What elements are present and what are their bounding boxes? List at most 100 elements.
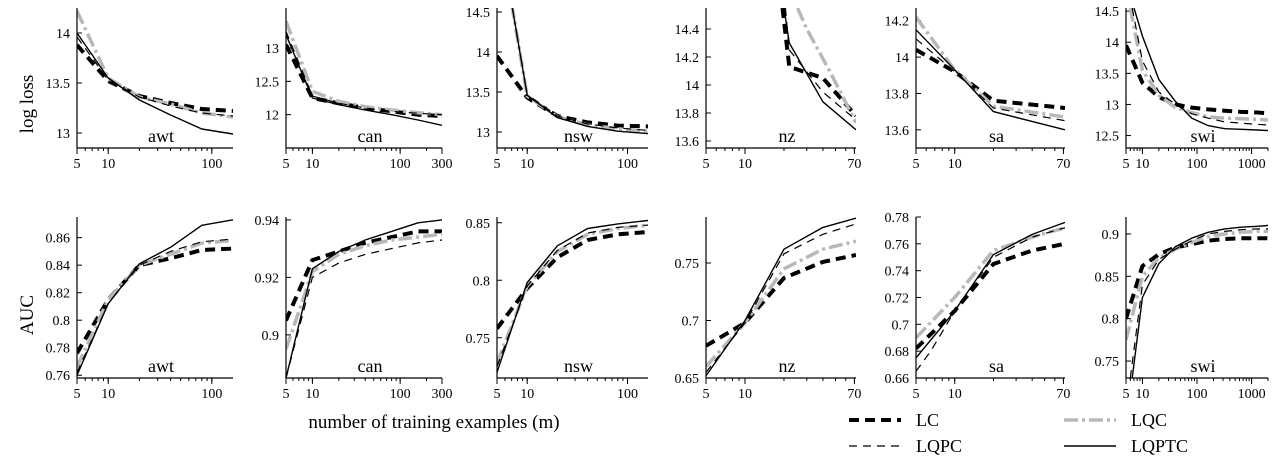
legend-label: LQPC <box>916 436 962 456</box>
panel-awt-logloss: 5 10 100 13 13.5 14 awt <box>46 8 233 172</box>
x-tick-label: 10 <box>1135 387 1149 402</box>
x-tick-label: 300 <box>432 387 453 402</box>
y-tick-label: 0.66 <box>885 372 910 387</box>
series-line-lqptc <box>77 219 233 376</box>
x-tick-label: 10 <box>948 157 962 172</box>
y-tick-label: 14 <box>1105 36 1119 51</box>
y-tick-label: 13 <box>1105 98 1119 113</box>
panel-swi-auc: 5 10 100 1000 0.75 0.8 0.85 0.9 swi <box>1095 217 1269 402</box>
panel-label: swi <box>1190 356 1215 376</box>
series-line-lqc <box>286 20 442 117</box>
y-tick-label: 0.7 <box>682 315 700 330</box>
x-tick-label: 5 <box>74 387 81 402</box>
y-tick-label: 13.5 <box>466 86 491 101</box>
y-tick-label: 0.74 <box>885 265 910 280</box>
series-line-lqpc <box>286 31 442 116</box>
legend-label: LQPTC <box>1131 436 1188 456</box>
y-tick-label: 14 <box>56 27 70 42</box>
y-tick-label: 14.5 <box>1095 5 1120 20</box>
series-line-lc <box>77 246 233 355</box>
x-tick-label: 10 <box>305 157 319 172</box>
legend-label: LC <box>916 410 939 430</box>
x-tick-label: 100 <box>617 157 638 172</box>
row-label-auc: AUC <box>17 295 38 335</box>
panel-nsw-logloss: 5 10 100 13 13.5 14 14.5 nsw <box>466 6 648 172</box>
y-tick-label: 13.6 <box>675 135 700 150</box>
y-tick-label: 13.8 <box>675 107 700 122</box>
x-tick-label: 10 <box>1135 157 1149 172</box>
y-tick-label: 14 <box>476 46 490 61</box>
x-tick-label: 100 <box>201 387 222 402</box>
series-line-lc <box>780 8 856 118</box>
y-tick-label: 0.9 <box>1102 228 1120 243</box>
legend: LC LQC LQPC LQPTC <box>849 410 1188 456</box>
x-tick-label: 70 <box>1056 387 1070 402</box>
x-tick-label: 5 <box>913 157 920 172</box>
legend-label: LQC <box>1131 410 1167 430</box>
series-line-lc <box>1126 236 1268 320</box>
y-tick-label: 0.85 <box>1095 270 1120 285</box>
series-line-lqptc <box>706 217 856 377</box>
series-line-lqpc <box>916 227 1065 372</box>
series-line-lqpc <box>1129 228 1268 378</box>
series-line-lqptc <box>286 34 442 126</box>
y-tick-label: 0.82 <box>46 287 71 302</box>
y-tick-label: 14.5 <box>466 6 491 21</box>
series-line-lqc <box>286 232 442 350</box>
panel-label: nsw <box>564 126 593 146</box>
x-tick-label: 100 <box>617 387 638 402</box>
y-tick-label: 0.76 <box>885 238 910 253</box>
x-tick-label: 100 <box>1187 387 1208 402</box>
x-tick-label: 100 <box>201 157 222 172</box>
x-tick-label: 300 <box>432 157 453 172</box>
row-label-log-loss: log loss <box>17 75 38 134</box>
series-line-lqptc <box>511 8 648 135</box>
series-line-lqptc <box>1133 8 1268 132</box>
y-tick-label: 0.75 <box>675 257 700 272</box>
y-tick-label: 0.7 <box>892 318 910 333</box>
series-line-lc <box>706 253 856 348</box>
series-line-lqpc <box>286 239 442 378</box>
y-tick-label: 13 <box>476 126 490 141</box>
panel-label: nsw <box>564 356 593 376</box>
series-line-lc <box>916 241 1065 350</box>
panel-label: can <box>358 126 383 146</box>
series-line-lqptc <box>916 221 1065 359</box>
panel-label: nz <box>779 356 796 376</box>
y-tick-label: 0.84 <box>46 259 71 274</box>
x-tick-label: 1000 <box>1238 387 1266 402</box>
series-line-lqc <box>510 8 648 133</box>
panel-nsw-auc: 5 10 100 0.75 0.8 0.85 nsw <box>466 217 648 402</box>
x-tick-label: 10 <box>738 157 752 172</box>
y-tick-label: 0.76 <box>46 369 71 384</box>
series-line-lqptc <box>286 219 442 378</box>
x-tick-label: 5 <box>703 157 710 172</box>
x-tick-label: 100 <box>1187 157 1208 172</box>
panel-sa-logloss: 5 10 70 13.6 13.8 14 14.2 sa <box>885 8 1070 172</box>
y-tick-label: 14.2 <box>885 15 910 30</box>
x-tick-label: 5 <box>494 157 501 172</box>
panel-label: can <box>358 356 383 376</box>
y-tick-label: 13.8 <box>885 87 910 102</box>
x-tick-label: 100 <box>390 157 411 172</box>
y-tick-label: 12 <box>265 109 279 124</box>
series-line-lqc <box>497 223 648 364</box>
panels: 5 10 100 13 13.5 14 awt 5 10 100 300 12 12.5 13 can 5 10… <box>46 5 1269 402</box>
y-tick-label: 0.78 <box>46 342 71 357</box>
panel-nz-logloss: 5 10 70 13.6 13.8 14 14.2 14.4 nz <box>675 8 861 172</box>
y-tick-label: 12.5 <box>255 75 280 90</box>
y-tick-label: 0.9 <box>262 329 280 344</box>
series-line-lqc <box>1128 8 1268 122</box>
x-tick-label: 100 <box>390 387 411 402</box>
x-tick-label: 10 <box>520 387 534 402</box>
y-tick-label: 0.8 <box>1102 313 1120 328</box>
x-tick-label: 10 <box>305 387 319 402</box>
panel-label: swi <box>1190 126 1215 146</box>
y-tick-label: 0.94 <box>255 214 280 229</box>
series-line-lc <box>286 229 442 322</box>
x-tick-label: 70 <box>1056 157 1070 172</box>
panel-can-logloss: 5 10 100 300 12 12.5 13 can <box>255 8 453 172</box>
series-line-lqc <box>706 239 856 368</box>
x-tick-label: 1000 <box>1238 157 1266 172</box>
